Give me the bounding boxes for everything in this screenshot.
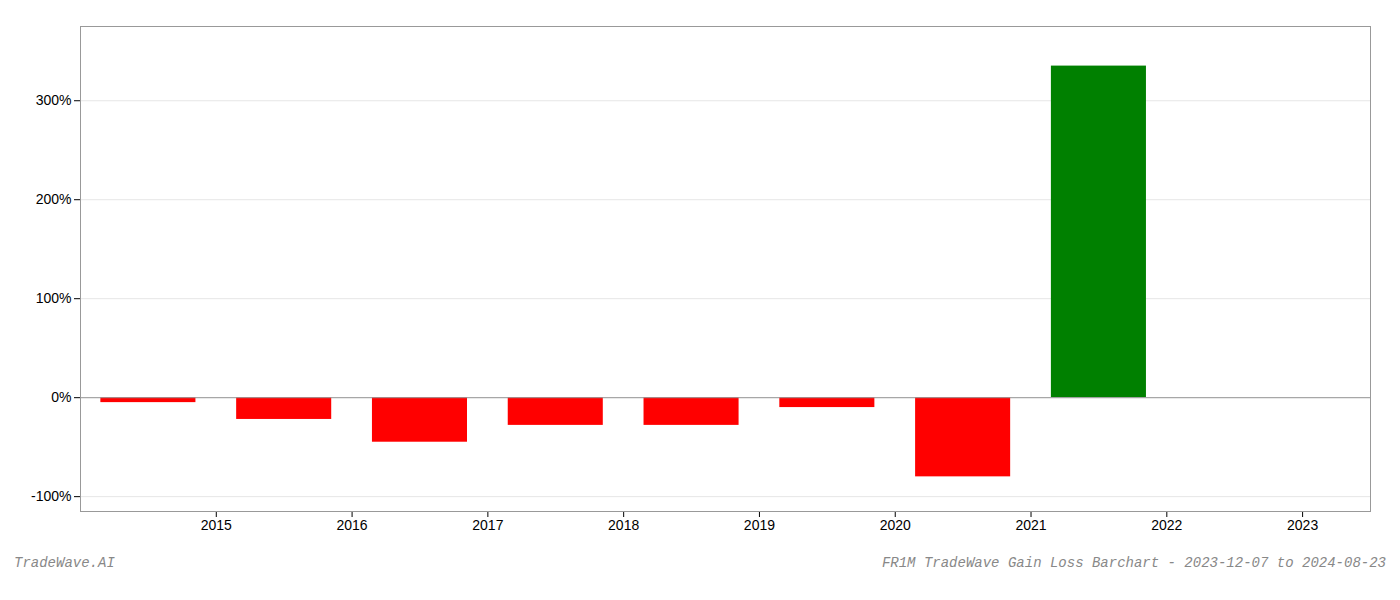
svg-text:2020: 2020 <box>880 517 911 533</box>
svg-text:2018: 2018 <box>608 517 639 533</box>
html-text:FR1M TradeWave Gain Loss Barch: FR1M TradeWave Gain Loss Barchart - 2023… <box>881 555 1386 571</box>
svg-text:2022: 2022 <box>1151 517 1182 533</box>
html-text:TradeWave.AI: TradeWave.AI <box>14 555 115 571</box>
svg-text:100%: 100% <box>36 290 72 306</box>
svg-text:300%: 300% <box>36 92 72 108</box>
svg-text:200%: 200% <box>36 191 72 207</box>
svg-text:-100%: -100% <box>31 488 71 504</box>
svg-text:2015: 2015 <box>201 517 232 533</box>
svg-text:2016: 2016 <box>337 517 368 533</box>
svg-text:2023: 2023 <box>1287 517 1318 533</box>
svg-text:2021: 2021 <box>1015 517 1046 533</box>
svg-text:0%: 0% <box>51 389 71 405</box>
svg-text:2017: 2017 <box>472 517 503 533</box>
svg-text:2019: 2019 <box>744 517 775 533</box>
